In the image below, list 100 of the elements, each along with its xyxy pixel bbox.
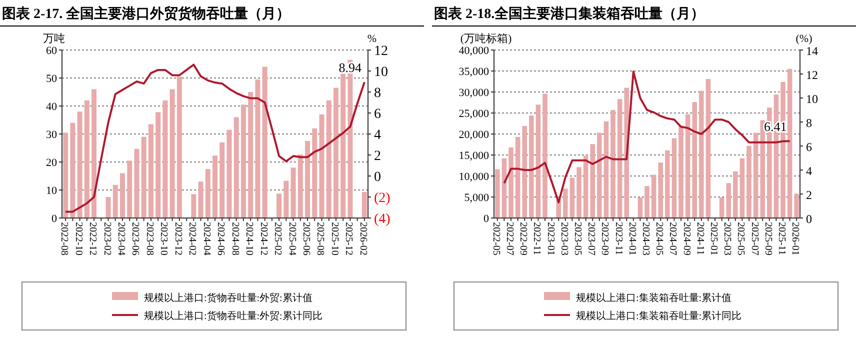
bar [255, 79, 260, 218]
x-tick-label: 2023-02 [101, 222, 112, 256]
y-tick-label: 60 [46, 45, 58, 57]
bar [583, 156, 588, 218]
bar [590, 144, 595, 218]
x-tick-label: 2024-03 [640, 222, 651, 256]
bar [284, 180, 289, 218]
y2-tick-label: 14 [806, 44, 818, 58]
x-tick-label: 2026-02 [357, 222, 368, 256]
data-label: 6.41 [764, 119, 787, 134]
y2-tick-label: 0 [806, 212, 812, 226]
x-tick-label: 2024-11 [694, 222, 706, 255]
y2-tick-label: 2 [806, 188, 812, 202]
legend-label: 规模以上港口:集装箱吞吐量:累计同比 [576, 310, 742, 322]
y-tick-label: 40 [46, 101, 58, 113]
bar [290, 168, 296, 218]
x-tick-label: 2024-05 [654, 222, 665, 256]
bar [610, 110, 616, 218]
bar [542, 94, 548, 218]
y-tick-label: 5,000 [464, 192, 490, 204]
y-tick-label: 30 [46, 129, 58, 141]
bar [733, 171, 738, 218]
bar [220, 142, 225, 218]
bar [298, 154, 303, 218]
bar [191, 194, 196, 218]
x-tick-label: 2024-02 [186, 222, 198, 256]
y2-axis-title: (%) [796, 33, 813, 45]
legend-label: 规模以上港口:集装箱吞吐量:累计值 [576, 292, 732, 304]
bar [740, 158, 745, 218]
legend-label: 规模以上港口:货物吞吐量:外贸:累计同比 [144, 310, 322, 322]
x-tick-label: 2023-10 [158, 222, 170, 256]
bar [665, 150, 670, 218]
bar [234, 117, 239, 218]
bar [787, 68, 792, 218]
y2-tick-label: (2) [374, 191, 391, 206]
bar [212, 156, 218, 218]
x-tick-label: 2024-01 [626, 222, 638, 256]
bar [651, 174, 656, 218]
bar [794, 194, 799, 218]
line-series [64, 64, 366, 213]
y2-tick-label: 0 [374, 170, 381, 185]
y-tick-label: 30,000 [458, 87, 490, 99]
bar [162, 100, 168, 218]
data-label: 8.94 [338, 60, 362, 76]
bar [576, 167, 582, 218]
y2-tick-label: 12 [806, 68, 818, 82]
y2-tick-label: 8 [806, 116, 812, 130]
y-tick-label: 35,000 [458, 66, 490, 78]
bar [529, 116, 534, 218]
bar [127, 160, 132, 218]
x-tick-label: 2023-12 [172, 222, 184, 256]
bar [92, 89, 97, 218]
bar [148, 124, 154, 218]
x-tick-label: 2024-07 [667, 222, 678, 256]
x-tick-label: 2023-04 [115, 222, 126, 256]
bar [726, 183, 731, 218]
bar [746, 146, 752, 218]
y-tick-label: 0 [484, 213, 490, 225]
bar [617, 99, 622, 218]
x-tick-label: 2023-09 [599, 222, 610, 256]
bar [134, 148, 140, 218]
bar [248, 92, 254, 218]
bar [644, 186, 650, 218]
bar [760, 120, 765, 218]
bar [515, 136, 520, 218]
x-tick-label: 2022-07 [504, 222, 515, 256]
x-tick-label: 2022-09 [518, 222, 529, 256]
bar [685, 114, 690, 218]
legend-label: 规模以上港口:货物吞吐量:外贸:累计值 [144, 292, 312, 304]
x-tick-label: 2023-03 [558, 222, 570, 256]
x-tick-label: 2025-02 [272, 222, 284, 256]
bar [333, 88, 338, 218]
bar [63, 132, 68, 218]
y2-tick-label: 12 [374, 44, 388, 59]
y-tick-label: 10,000 [458, 171, 490, 183]
x-tick-label: 2025-01 [708, 222, 719, 256]
x-tick-label: 2025-05 [735, 222, 746, 256]
x-tick-label: 2024-04 [200, 222, 212, 256]
x-tick-label: 2024-12 [258, 222, 269, 256]
y-tick-label: 50 [46, 73, 58, 85]
bar [502, 158, 507, 218]
x-tick-label: 2025-11 [776, 222, 787, 255]
bar [672, 138, 677, 218]
y2-tick-label: 6 [374, 107, 381, 122]
bar [753, 132, 758, 218]
y2-tick-label: 4 [374, 128, 381, 143]
bar [276, 194, 282, 218]
bar [556, 200, 561, 218]
y-axis-title: (万吨标箱) [460, 32, 512, 45]
chart-title: 图表 2-17. 全国主要港口外贸货物吞吐量（月） [2, 5, 290, 22]
bar [597, 132, 602, 218]
bar [638, 197, 643, 218]
x-tick-label: 2023-11 [612, 222, 624, 255]
y-tick-label: 20,000 [458, 129, 490, 141]
x-tick-label: 2025-12 [343, 222, 354, 256]
bar [340, 74, 346, 218]
y2-tick-label: (4) [374, 212, 391, 227]
y-tick-label: 25,000 [458, 108, 490, 120]
bar [226, 130, 232, 218]
y-tick-label: 40,000 [458, 45, 490, 57]
